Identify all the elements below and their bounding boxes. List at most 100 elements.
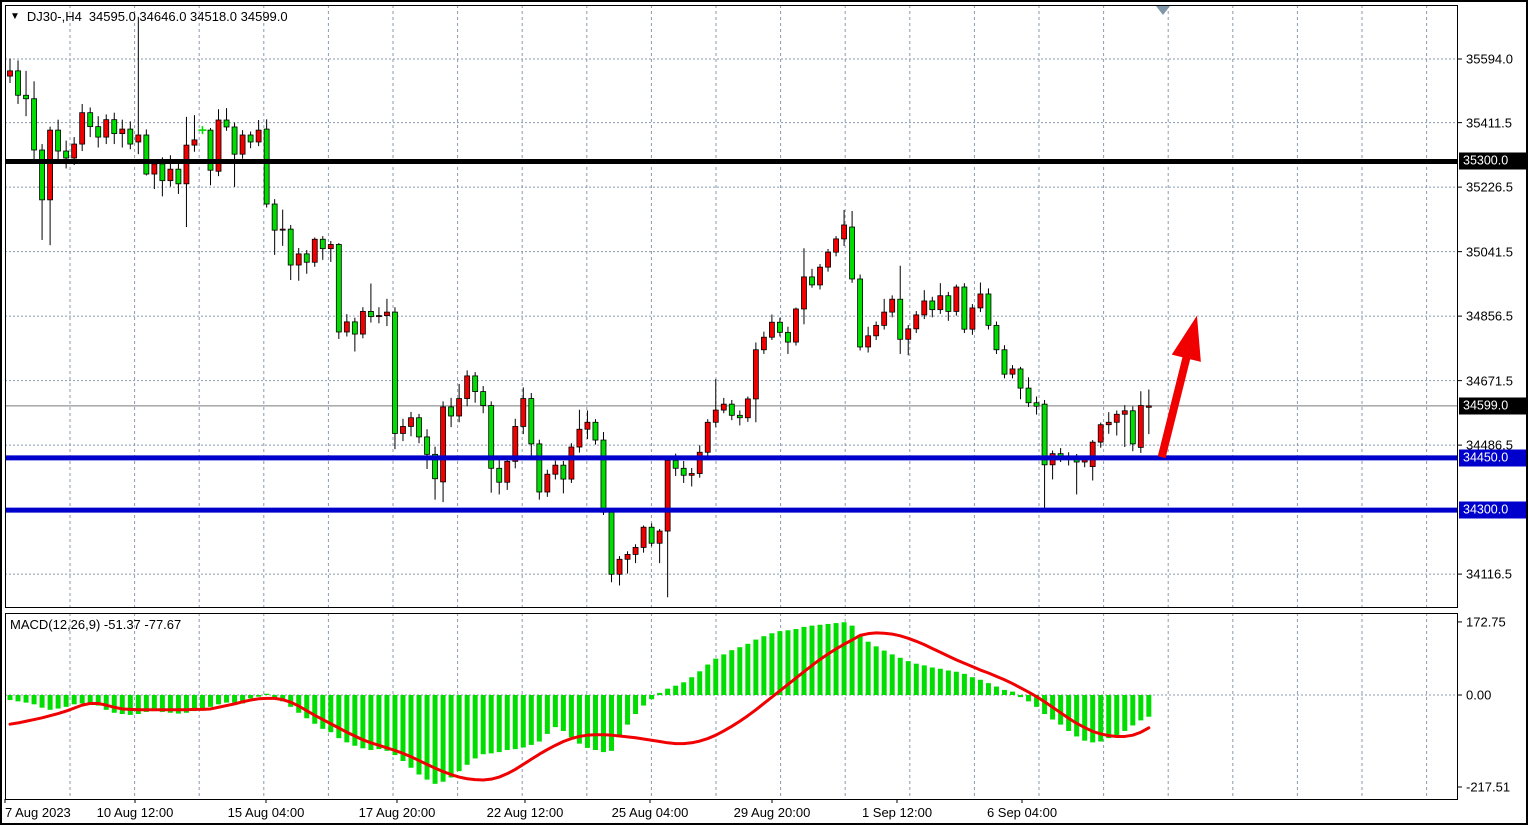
symbol-dropdown-icon[interactable]: ▼: [10, 10, 20, 22]
macd-histogram-bar: [865, 641, 871, 695]
symbol-period-label: DJ30-,H4: [26, 9, 82, 24]
candle-bullish: [1145, 405, 1152, 408]
candle-bullish: [881, 311, 888, 326]
candle-bullish: [841, 224, 847, 240]
candle-bearish: [263, 128, 270, 205]
candle-bearish: [335, 244, 342, 333]
candle-bullish: [327, 244, 334, 250]
indicator-label: MACD(12,26,9) -51.37 -77.67: [10, 617, 182, 632]
macd-histogram-bar: [512, 695, 518, 750]
macd-histogram-bar: [23, 695, 29, 703]
macd-histogram-bar: [55, 695, 61, 709]
macd-histogram-bar: [937, 668, 943, 695]
macd-histogram-bar: [424, 695, 430, 780]
candle-bearish: [416, 417, 422, 438]
candle-bullish: [696, 451, 703, 474]
candle-bullish: [793, 308, 799, 343]
candle-bearish: [777, 321, 783, 333]
macd-histogram-bar: [697, 671, 703, 695]
macd-histogram-bar: [985, 683, 991, 695]
macd-histogram-bar: [232, 695, 238, 703]
macd-histogram-bar: [432, 695, 438, 784]
macd-histogram-bar: [448, 695, 454, 778]
indicator-axis-label: 0.00: [1466, 687, 1492, 703]
candle-bearish: [528, 398, 535, 445]
macd-histogram-bar: [224, 695, 230, 703]
macd-histogram-bar: [191, 695, 197, 712]
macd-histogram-bar: [392, 695, 398, 756]
macd-histogram-bar: [801, 626, 807, 695]
macd-histogram-bar: [15, 695, 21, 702]
candle-bearish: [1025, 387, 1032, 404]
candle-bearish: [319, 238, 326, 250]
candle-bearish: [223, 119, 230, 128]
macd-histogram-bar: [63, 695, 69, 707]
trend-arrow-shaft[interactable]: [1157, 351, 1192, 459]
candle-bullish: [295, 253, 302, 266]
macd-histogram-bar: [111, 695, 117, 713]
macd-histogram-bar: [264, 693, 270, 695]
macd-histogram-bar: [175, 695, 181, 714]
macd-histogram-bar: [993, 686, 999, 695]
macd-histogram-bar: [945, 670, 951, 695]
candle-bearish: [608, 511, 615, 575]
candle-bearish: [95, 126, 102, 138]
indicator-axis-label: -217.51: [1466, 779, 1511, 795]
candle-bearish: [592, 421, 599, 441]
price-axis-label: 35411.5: [1466, 115, 1513, 131]
macd-histogram-bar: [520, 695, 526, 748]
candle-bearish: [159, 163, 166, 182]
indicator-axis-label: 172.75: [1466, 614, 1506, 630]
price-axis-label: 34116.5: [1466, 566, 1513, 582]
candle-bullish: [1009, 368, 1016, 375]
time-axis-label: 15 Aug 04:00: [227, 805, 305, 820]
macd-histogram-bar: [737, 647, 743, 695]
candle-bullish: [704, 421, 711, 453]
trend-arrow-head[interactable]: [1171, 315, 1201, 362]
candle-bearish: [432, 453, 438, 480]
time-axis-label: 17 Aug 20:00: [358, 805, 436, 820]
macd-histogram-bar: [568, 695, 574, 738]
macd-histogram-bar: [785, 630, 791, 695]
macd-histogram-bar: [576, 695, 582, 744]
macd-histogram-bar: [440, 695, 446, 782]
candle-bullish: [103, 119, 110, 138]
macd-histogram-bar: [1114, 695, 1120, 736]
candle-bullish: [384, 311, 390, 316]
candle-bullish: [833, 238, 839, 253]
price-axis-label: 35226.5: [1466, 179, 1513, 195]
candle-bearish: [560, 464, 567, 480]
macd-histogram-bar: [841, 622, 847, 695]
macd-histogram-bar: [103, 695, 109, 710]
price-tag: 34599.0: [1459, 397, 1526, 415]
macd-histogram-bar: [127, 695, 133, 715]
candle-bullish: [47, 129, 53, 201]
macd-histogram-bar: [199, 695, 205, 709]
macd-histogram-bar: [913, 663, 919, 695]
macd-histogram-bar: [183, 695, 189, 713]
macd-histogram-bar: [95, 695, 101, 706]
macd-signal-line: [8, 631, 1151, 782]
candle-bullish: [760, 336, 767, 351]
macd-histogram-bar: [480, 695, 486, 755]
candle-bullish: [632, 547, 639, 555]
macd-histogram-bar: [961, 673, 967, 695]
macd-histogram-bar: [977, 679, 983, 695]
candle-bearish: [127, 128, 134, 145]
macd-histogram-bar: [1130, 695, 1136, 726]
price-tag: 35300.0: [1459, 152, 1526, 170]
time-axis-label: 6 Sep 04:00: [986, 805, 1058, 820]
macd-histogram-bar: [135, 695, 141, 715]
candle-bearish: [857, 278, 864, 348]
candle-bearish: [367, 311, 374, 318]
macd-histogram-bar: [71, 695, 77, 705]
candle-bullish: [656, 530, 663, 544]
macd-histogram-bar: [159, 695, 165, 712]
candle-bullish: [584, 421, 591, 430]
time-axis-label: 25 Aug 04:00: [611, 805, 689, 820]
macd-histogram-bar: [456, 695, 462, 772]
candle-bearish: [736, 414, 743, 419]
macd-histogram-bar: [713, 658, 719, 695]
candle-bullish: [167, 168, 174, 182]
